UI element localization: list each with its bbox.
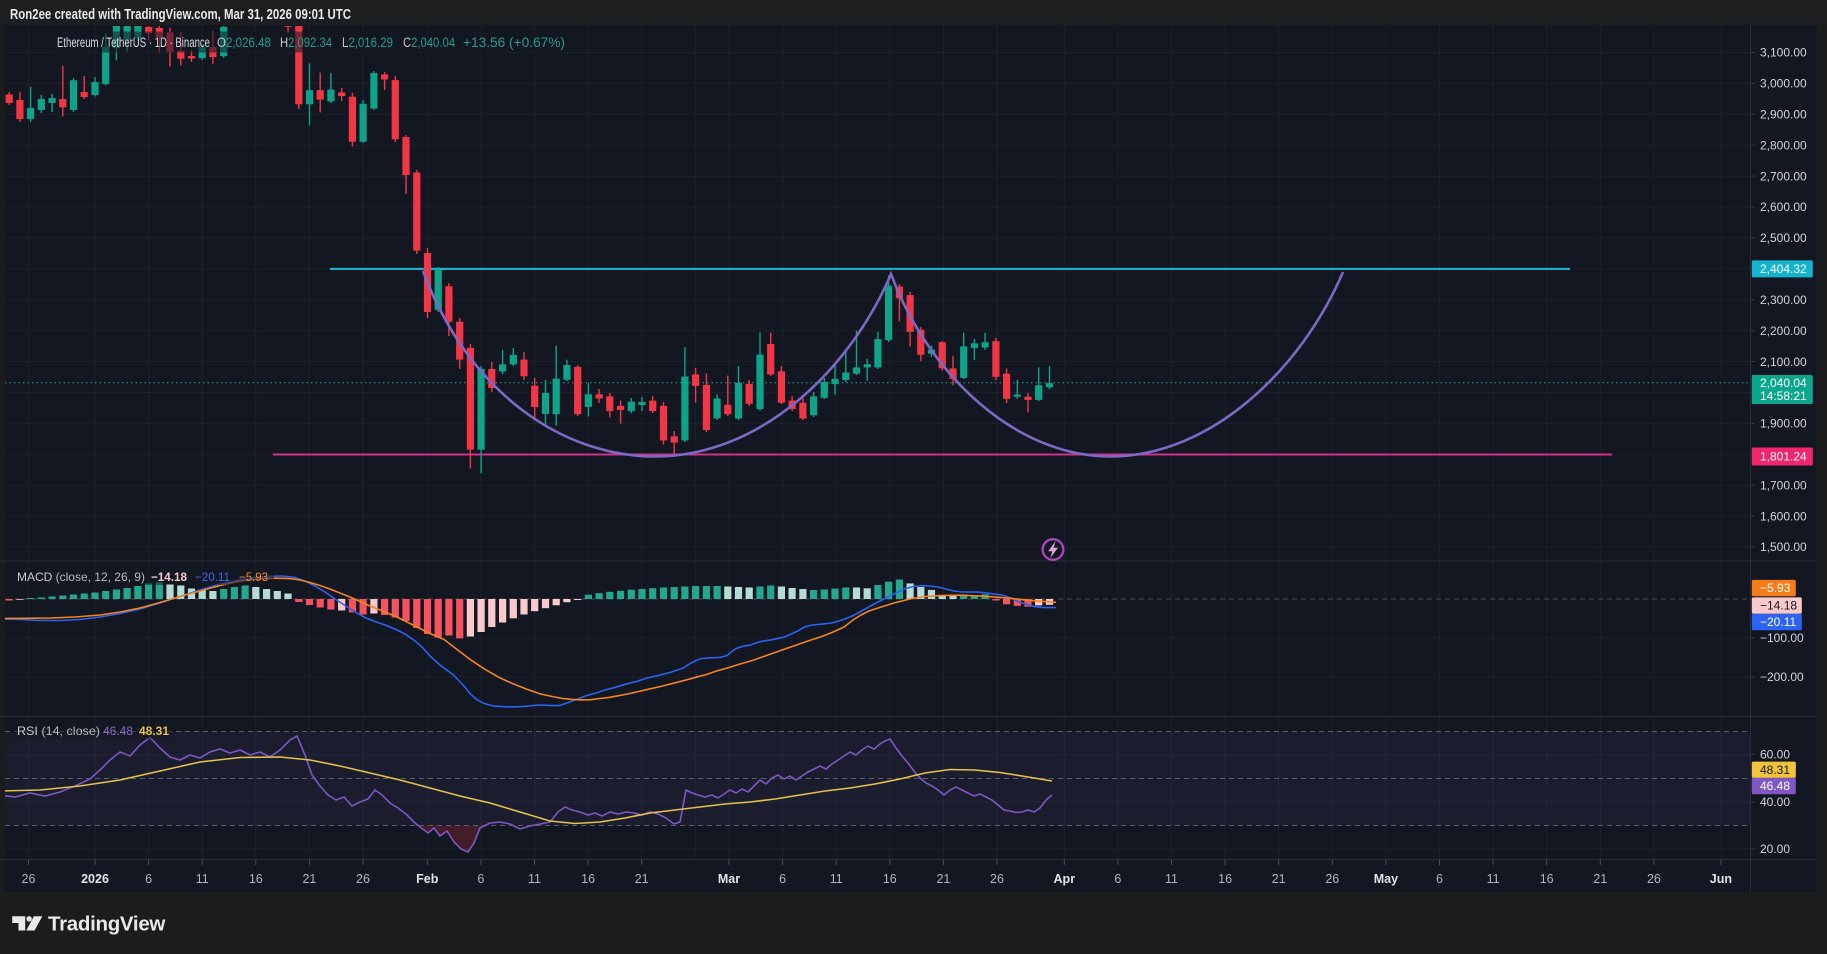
- svg-text:26: 26: [990, 872, 1004, 886]
- svg-text:11: 11: [1165, 872, 1178, 886]
- svg-text:−5.93: −5.93: [1760, 581, 1791, 595]
- svg-text:TradingView: TradingView: [48, 913, 165, 936]
- svg-text:48.31: 48.31: [1760, 763, 1790, 777]
- svg-text:−14.18: −14.18: [1760, 599, 1797, 613]
- svg-text:MACD (close, 12, 26, 9): MACD (close, 12, 26, 9): [17, 570, 145, 584]
- svg-text:11: 11: [830, 872, 843, 886]
- svg-text:Feb: Feb: [416, 872, 439, 886]
- svg-text:2,700.00: 2,700.00: [1760, 169, 1807, 183]
- svg-text:26: 26: [1647, 872, 1661, 886]
- svg-text:2,300.00: 2,300.00: [1760, 293, 1807, 307]
- svg-text:21: 21: [635, 872, 649, 886]
- svg-text:21: 21: [1272, 872, 1286, 886]
- svg-text:16: 16: [581, 872, 595, 886]
- svg-text:2026: 2026: [81, 872, 109, 886]
- svg-text:21: 21: [936, 872, 950, 886]
- svg-text:11: 11: [528, 872, 541, 886]
- svg-text:16: 16: [883, 872, 897, 886]
- svg-text:+13.56 (+0.67%): +13.56 (+0.67%): [463, 35, 565, 50]
- svg-text:L2,016.29: L2,016.29: [342, 35, 393, 50]
- svg-text:60.00: 60.00: [1760, 748, 1790, 762]
- svg-text:11: 11: [1487, 872, 1500, 886]
- svg-text:−200.00: −200.00: [1760, 670, 1804, 684]
- svg-text:−20.11: −20.11: [1760, 615, 1796, 629]
- svg-text:Jun: Jun: [1710, 872, 1732, 886]
- svg-text:1,801.24: 1,801.24: [1760, 450, 1807, 464]
- svg-text:16: 16: [1540, 872, 1554, 886]
- svg-text:6: 6: [779, 872, 786, 886]
- svg-text:Ron2ee created with TradingVie: Ron2ee created with TradingView.com, Mar…: [10, 7, 351, 23]
- svg-text:2,404.32: 2,404.32: [1760, 262, 1807, 276]
- svg-text:2,040.04: 2,040.04: [1760, 376, 1807, 390]
- svg-text:1,600.00: 1,600.00: [1760, 509, 1807, 523]
- svg-text:6: 6: [1114, 872, 1121, 886]
- svg-text:−100.00: −100.00: [1760, 631, 1804, 645]
- svg-text:6: 6: [145, 872, 152, 886]
- svg-text:2,800.00: 2,800.00: [1760, 138, 1807, 152]
- svg-text:1,500.00: 1,500.00: [1760, 540, 1807, 554]
- svg-text:14:58:21: 14:58:21: [1760, 389, 1807, 403]
- svg-text:3,000.00: 3,000.00: [1760, 77, 1807, 91]
- svg-text:21: 21: [1593, 872, 1607, 886]
- svg-text:26: 26: [22, 872, 36, 886]
- svg-text:48.31: 48.31: [139, 724, 169, 738]
- svg-text:Apr: Apr: [1054, 872, 1076, 886]
- svg-text:−14.18: −14.18: [151, 570, 187, 584]
- svg-text:2,600.00: 2,600.00: [1760, 200, 1807, 214]
- svg-text:C2,040.04: C2,040.04: [403, 35, 455, 50]
- svg-text:O2,026.48: O2,026.48: [217, 35, 271, 50]
- svg-text:40.00: 40.00: [1760, 795, 1790, 809]
- svg-text:3,100.00: 3,100.00: [1760, 46, 1807, 60]
- svg-text:46.48: 46.48: [1760, 779, 1790, 793]
- svg-text:2,200.00: 2,200.00: [1760, 324, 1807, 338]
- svg-text:2,900.00: 2,900.00: [1760, 108, 1807, 122]
- svg-text:26: 26: [356, 872, 370, 886]
- svg-text:46.48: 46.48: [103, 724, 133, 738]
- svg-text:−20.11: −20.11: [195, 570, 230, 584]
- svg-text:16: 16: [249, 872, 263, 886]
- svg-text:2,500.00: 2,500.00: [1760, 231, 1807, 245]
- svg-text:H2,092.34: H2,092.34: [280, 35, 332, 50]
- svg-text:2,100.00: 2,100.00: [1760, 355, 1807, 369]
- svg-text:21: 21: [302, 872, 316, 886]
- svg-text:May: May: [1374, 872, 1398, 886]
- svg-text:16: 16: [1218, 872, 1232, 886]
- svg-text:Mar: Mar: [718, 872, 740, 886]
- svg-text:−5.93: −5.93: [239, 570, 268, 584]
- svg-text:1,700.00: 1,700.00: [1760, 478, 1807, 492]
- svg-text:20.00: 20.00: [1760, 842, 1790, 856]
- svg-text:6: 6: [1436, 872, 1443, 886]
- svg-text:RSI (14, close): RSI (14, close): [17, 724, 100, 738]
- svg-text:11: 11: [196, 872, 209, 886]
- svg-text:26: 26: [1325, 872, 1339, 886]
- svg-text:6: 6: [477, 872, 484, 886]
- svg-text:Ethereum / TetherUS · 1D · Bin: Ethereum / TetherUS · 1D · Binance: [57, 35, 210, 50]
- svg-text:1,900.00: 1,900.00: [1760, 417, 1807, 431]
